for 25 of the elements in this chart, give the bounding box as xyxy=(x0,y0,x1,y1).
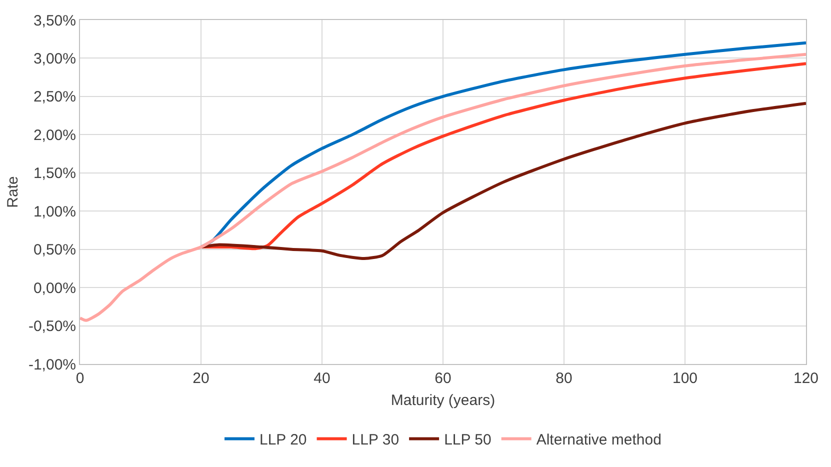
x-tick-label: 100 xyxy=(672,370,698,387)
x-tick-label: 120 xyxy=(793,370,819,387)
y-tick-label: 1,00% xyxy=(33,203,76,220)
x-axis-title: Maturity (years) xyxy=(390,392,496,409)
legend-label: Alternative method xyxy=(536,432,662,449)
x-tick-label: 20 xyxy=(192,370,210,387)
legend-label: LLP 50 xyxy=(444,432,492,449)
line-series xyxy=(200,102,806,260)
y-tick-label: 2,00% xyxy=(33,126,76,144)
x-tick-label: 60 xyxy=(434,370,452,387)
line-series xyxy=(80,52,806,322)
y-tick-label: 2,50% xyxy=(33,88,76,106)
x-tick-label: 40 xyxy=(314,370,330,387)
y-axis-title: Rate xyxy=(4,176,22,208)
y-tick-label: 1,50% xyxy=(33,165,76,182)
y-tick-label: 0,00% xyxy=(33,280,76,297)
y-tick-label: -0,50% xyxy=(28,318,76,336)
legend-label: LLP 30 xyxy=(352,432,400,449)
x-tick-label: 0 xyxy=(76,370,84,387)
y-tick-label: 0,50% xyxy=(33,242,76,259)
y-tick-label: -1,00% xyxy=(28,356,76,374)
y-tick-label: 3,50% xyxy=(33,12,76,30)
legend-label: LLP 20 xyxy=(260,432,307,449)
x-tick-label: 80 xyxy=(556,370,572,387)
y-tick-label: 3,00% xyxy=(33,50,76,68)
